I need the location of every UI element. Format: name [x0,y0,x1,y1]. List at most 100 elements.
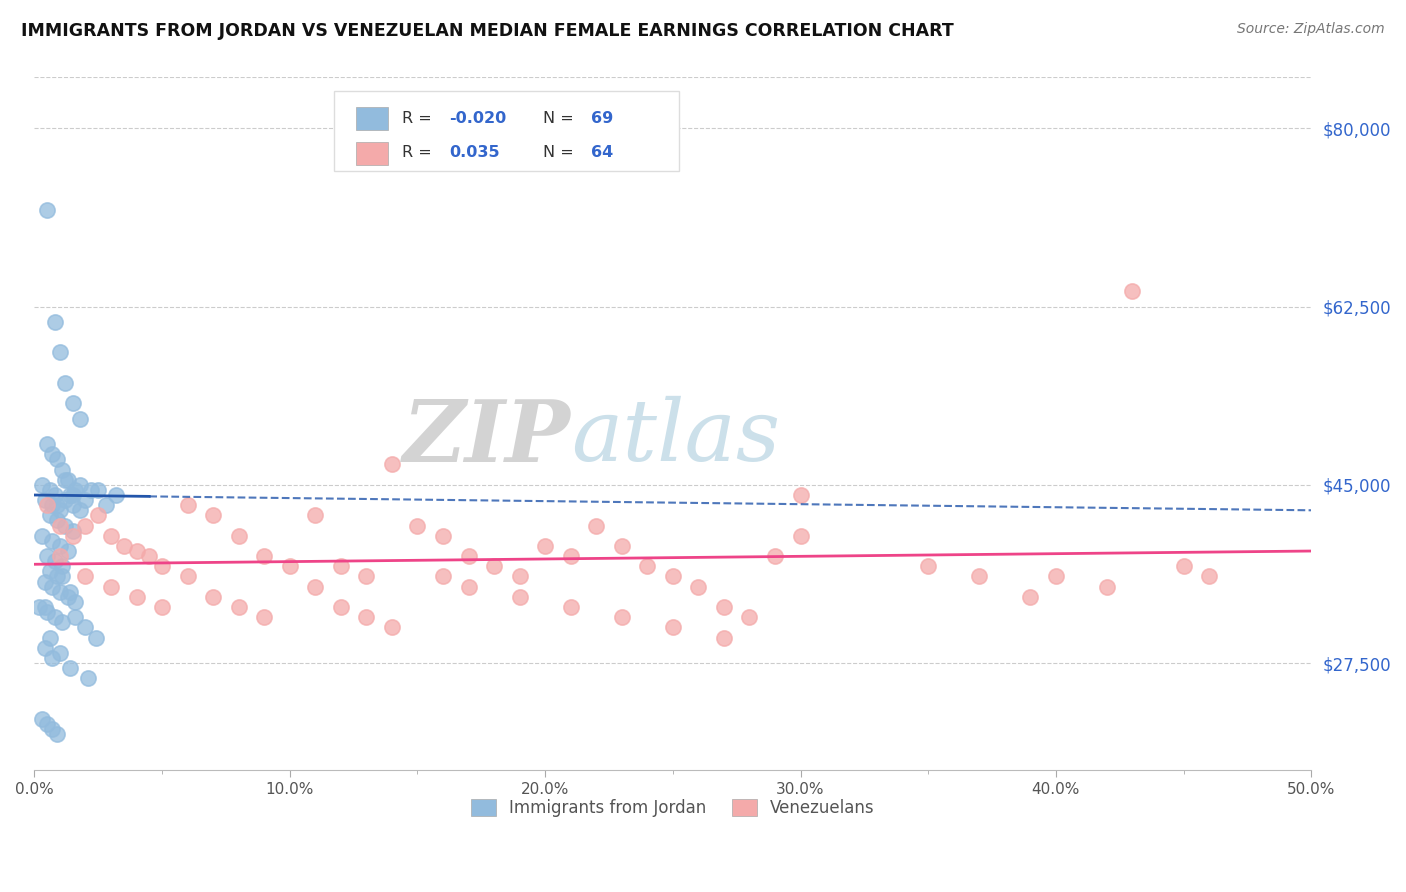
Point [150,559,173,574]
Point [112,539,135,553]
Point [329,559,352,574]
Point [356,569,378,583]
Point [636,559,658,574]
Point [94,498,117,512]
Point [75,493,97,508]
Point [713,631,735,645]
Text: Source: ZipAtlas.com: Source: ZipAtlas.com [1237,22,1385,37]
Point [917,559,939,574]
Point [46,569,69,583]
Point [69,411,91,425]
Point [62,529,84,543]
Point [53,518,76,533]
Point [31,529,53,543]
Point [34,574,56,589]
Point [105,488,128,502]
Point [202,590,225,604]
Point [62,524,84,538]
Point [1173,559,1195,574]
Point [31,478,53,492]
Point [125,544,148,558]
Point [44,315,66,329]
Point [53,473,76,487]
Point [59,488,82,502]
Point [62,488,84,502]
Legend: Immigrants from Jordan, Venezuelans: Immigrants from Jordan, Venezuelans [464,792,882,824]
Point [41,580,63,594]
Point [51,615,73,630]
FancyBboxPatch shape [356,142,388,165]
Point [49,646,72,660]
Point [457,580,479,594]
Point [28,600,51,615]
Point [509,569,531,583]
Text: 69: 69 [591,111,613,126]
Point [560,549,582,563]
Text: atlas: atlas [571,396,780,479]
Point [59,661,82,675]
Point [44,488,66,502]
Point [37,549,59,563]
Point [304,580,326,594]
Point [56,473,79,487]
Point [44,554,66,568]
Point [51,559,73,574]
Point [37,605,59,619]
Point [31,712,53,726]
Point [585,518,607,533]
Point [278,559,301,574]
Point [37,437,59,451]
Point [37,717,59,731]
Point [713,600,735,615]
Point [100,580,122,594]
Point [738,610,761,624]
Point [662,569,685,583]
Point [1095,580,1118,594]
Text: 64: 64 [591,145,613,161]
FancyBboxPatch shape [356,107,388,130]
Point [49,549,72,563]
Text: R =: R = [402,145,437,161]
Point [176,569,198,583]
Point [34,493,56,508]
Point [329,600,352,615]
Point [37,202,59,217]
Text: 0.035: 0.035 [450,145,501,161]
Point [406,518,429,533]
Point [304,508,326,523]
Point [87,508,110,523]
Point [1198,569,1220,583]
Point [381,458,404,472]
Point [77,671,100,685]
Point [65,595,87,609]
Point [65,610,87,624]
Text: N =: N = [543,145,578,161]
Point [46,513,69,527]
Point [138,549,160,563]
Point [610,539,633,553]
Point [482,559,505,574]
Point [79,483,101,497]
Point [69,478,91,492]
Point [41,447,63,461]
FancyBboxPatch shape [335,91,679,171]
Point [763,549,786,563]
Point [228,529,250,543]
Point [789,488,811,502]
Text: -0.020: -0.020 [450,111,506,126]
Point [125,590,148,604]
Point [37,498,59,512]
Point [51,569,73,583]
Point [38,565,60,579]
Point [44,610,66,624]
Point [1019,590,1042,604]
Point [534,539,557,553]
Point [49,518,72,533]
Point [38,631,60,645]
Point [75,569,97,583]
Point [457,549,479,563]
Point [432,529,454,543]
Point [38,508,60,523]
Point [381,620,404,634]
Point [789,529,811,543]
